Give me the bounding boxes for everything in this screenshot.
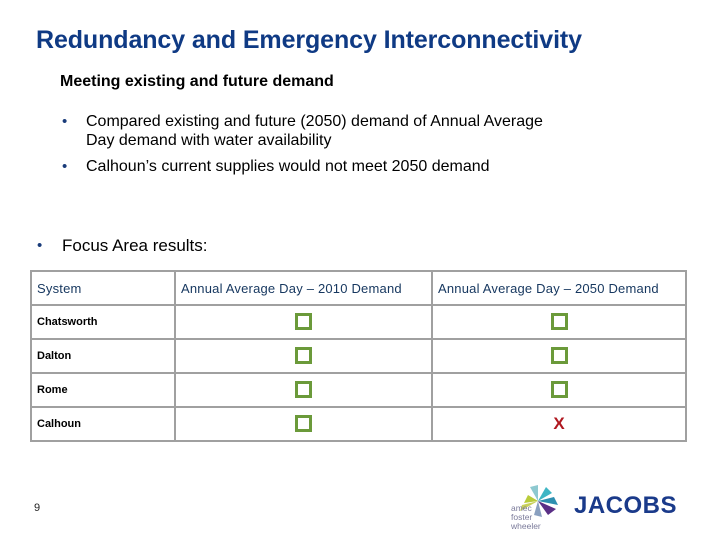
bullet-icon: • (62, 158, 68, 175)
slide-subtitle: Meeting existing and future demand (60, 73, 334, 90)
check-box-icon (295, 347, 312, 365)
amec-logo-text: amec foster wheeler (511, 503, 541, 531)
bullet-item: • Compared existing and future (2050) de… (62, 112, 556, 150)
bullet-text: Calhoun’s current supplies would not mee… (86, 158, 490, 175)
bullet-list: • Compared existing and future (2050) de… (62, 112, 556, 183)
amec-foster-wheeler-logo-icon (520, 485, 558, 517)
results-table: System Annual Average Day – 2010 Demand … (30, 270, 687, 442)
focus-area-heading: • Focus Area results: (37, 236, 208, 256)
header-2050-demand: Annual Average Day – 2050 Demand (431, 270, 687, 306)
system-name: Chatsworth (30, 304, 176, 340)
table-row: Chatsworth (30, 304, 687, 340)
jacobs-logo: JACOBS (574, 492, 678, 519)
page-number: 9 (34, 502, 41, 514)
check-box-icon (550, 381, 568, 399)
check-box-icon (550, 347, 568, 365)
focus-area-label: Focus Area results: (62, 236, 208, 255)
table-row: Calhoun X (30, 406, 687, 442)
check-box-icon (295, 415, 312, 433)
system-name: Rome (30, 372, 176, 408)
check-box-icon (295, 381, 312, 399)
slide-title: Redundancy and Emergency Interconnectivi… (36, 26, 582, 54)
check-box-icon (295, 313, 312, 331)
table-row: Dalton (30, 338, 687, 374)
header-2010-demand: Annual Average Day – 2010 Demand (174, 270, 433, 306)
bullet-item: • Calhoun’s current supplies would not m… (62, 157, 556, 176)
header-system: System (30, 270, 176, 306)
table-row: Rome (30, 372, 687, 408)
bullet-icon: • (62, 113, 68, 130)
system-name: Dalton (30, 338, 176, 374)
system-name: Calhoun (30, 406, 176, 442)
bullet-icon: • (37, 237, 43, 254)
check-box-icon (550, 313, 568, 331)
table-header-row: System Annual Average Day – 2010 Demand … (30, 270, 687, 306)
bullet-text: Compared existing and future (2050) dema… (86, 113, 543, 149)
x-mark-icon: X (553, 414, 565, 433)
